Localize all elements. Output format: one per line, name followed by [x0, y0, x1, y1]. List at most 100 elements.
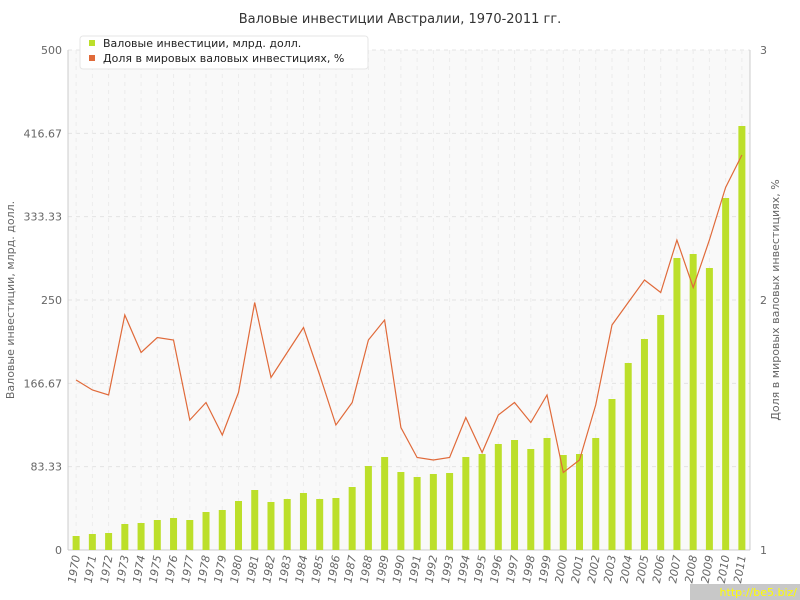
x-tick-label: 1999 [536, 554, 554, 584]
bar [559, 455, 567, 550]
x-tick-label: 2005 [634, 554, 652, 584]
x-tick-label: 1970 [65, 554, 83, 584]
x-tick-label: 1985 [309, 554, 327, 584]
bar [186, 520, 194, 550]
x-tick-label: 1998 [520, 554, 538, 584]
legend-swatch-bars [89, 40, 95, 46]
y-right-tick-label: 2 [760, 294, 767, 307]
bar [235, 501, 242, 550]
x-tick-label: 2009 [699, 554, 717, 584]
x-tick-label: 2008 [682, 554, 700, 584]
x-tick-label: 2003 [601, 554, 619, 584]
x-tick-label: 1977 [179, 554, 197, 584]
bar [494, 444, 502, 550]
bar [446, 473, 454, 550]
legend-swatch-line [89, 55, 95, 61]
x-tick-label: 1978 [195, 554, 213, 584]
bar [478, 454, 486, 550]
bar [689, 254, 697, 550]
watermark-background [690, 584, 800, 600]
bar [251, 490, 259, 550]
bar [267, 502, 275, 550]
y-tick-label: 416.67 [24, 127, 63, 140]
x-tick-label: 1974 [130, 554, 148, 584]
bar [72, 536, 80, 550]
x-tick-label: 1986 [325, 554, 343, 584]
x-tick-label: 1972 [98, 554, 116, 584]
chart-title: Валовые инвестиции Австралии, 1970-2011 … [239, 12, 562, 27]
x-tick-label: 2010 [715, 554, 733, 584]
y-axis-right-label: Доля в мировых валовых инвестициях, % [769, 179, 782, 420]
x-tick-label: 1991 [406, 554, 424, 584]
x-tick-label: 1973 [114, 554, 132, 584]
x-tick-label: 1990 [390, 554, 408, 584]
bar [137, 523, 145, 550]
bar [88, 534, 96, 550]
x-tick-label: 2011 [731, 554, 749, 584]
x-tick-label: 1971 [82, 554, 100, 584]
x-tick-label: 2007 [666, 554, 684, 584]
y-tick-label: 83.33 [31, 461, 63, 474]
x-tick-label: 2006 [650, 554, 668, 584]
y-right-tick-label: 1 [760, 544, 767, 557]
y-right-tick-label: 3 [760, 44, 767, 57]
x-tick-label: 1975 [147, 554, 165, 584]
y-tick-label: 166.67 [24, 377, 63, 390]
watermark: http://be5.biz/ [690, 584, 800, 600]
bar-series [72, 126, 746, 550]
watermark-text: http://be5.biz/ [720, 586, 798, 599]
bar [413, 477, 421, 550]
bar [381, 457, 389, 550]
bar [608, 399, 616, 550]
x-tick-label: 1982 [260, 554, 278, 584]
bar [462, 457, 470, 550]
y-axis-left-label: Валовые инвестиции, млрд. долл. [4, 201, 17, 399]
bar [722, 198, 730, 550]
x-tick-label: 1976 [163, 554, 181, 584]
x-tick-label: 1987 [341, 554, 359, 584]
bar [170, 518, 178, 550]
bar [673, 258, 681, 550]
x-tick-label: 2004 [618, 554, 636, 584]
bar [316, 499, 324, 550]
bar [705, 268, 713, 550]
bar [624, 363, 632, 550]
x-tick-label: 1988 [358, 554, 376, 584]
y-axis-right: 1 2 3 [760, 44, 767, 557]
bar [218, 510, 226, 550]
bar [105, 533, 113, 550]
y-tick-label: 500 [41, 44, 62, 57]
bar [283, 499, 291, 550]
bar [738, 126, 746, 550]
bar [576, 454, 583, 550]
legend-item-bars: Валовые инвестиции, млрд. долл. [103, 37, 301, 50]
bar [527, 449, 535, 550]
bar [429, 474, 437, 550]
x-tick-label: 1996 [488, 554, 506, 584]
legend: Валовые инвестиции, млрд. долл. Доля в м… [79, 35, 369, 70]
bar [202, 512, 210, 550]
x-tick-label: 1981 [244, 554, 262, 584]
bar [348, 487, 356, 550]
x-tick-label: 1997 [504, 554, 522, 584]
bar [299, 493, 307, 550]
bar [364, 466, 372, 550]
x-tick-label: 1993 [439, 554, 457, 584]
x-tick-label: 1992 [423, 554, 441, 584]
x-tick-label: 2000 [553, 554, 571, 584]
x-tick-label: 1983 [277, 554, 295, 584]
y-axis-left: 0 83.33 166.67 250 333.33 416.67 500 [24, 44, 63, 557]
y-tick-label: 0 [55, 544, 62, 557]
x-tick-label: 2002 [585, 554, 603, 584]
x-tick-label: 1984 [293, 554, 311, 584]
x-tick-label: 1989 [374, 554, 392, 584]
legend-item-line: Доля в мировых валовых инвестициях, % [103, 52, 344, 65]
x-tick-label: 2001 [569, 554, 587, 584]
legend-box [79, 35, 369, 70]
line-series [75, 154, 743, 474]
bar [543, 438, 551, 550]
bar [640, 339, 648, 550]
bar [511, 440, 519, 550]
line-path [75, 154, 743, 474]
